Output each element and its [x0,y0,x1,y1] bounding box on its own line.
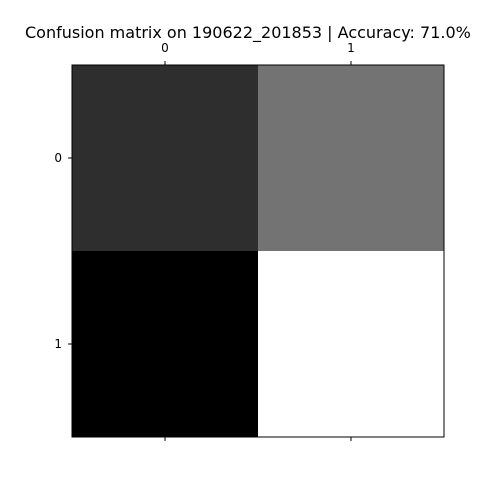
axes-frame [71,64,445,438]
y-tick-label-1: 1 [54,337,62,351]
y-tick-label-0: 0 [54,151,62,165]
matrix-cells [72,65,444,437]
matrix-cell-r0-c1 [258,65,444,251]
matrix-cell-r1-c1 [258,251,444,437]
x-tick-label-1: 1 [347,41,355,55]
matrix-cell-r1-c0 [72,251,258,437]
matrix-cell-r0-c0 [72,65,258,251]
chart-title: Confusion matrix on 190622_201853 | Accu… [25,23,471,43]
axis-ticks [68,61,352,441]
x-tick-label-0: 0 [161,41,169,55]
axis-tick-labels: 0 1 0 1 [54,41,354,351]
